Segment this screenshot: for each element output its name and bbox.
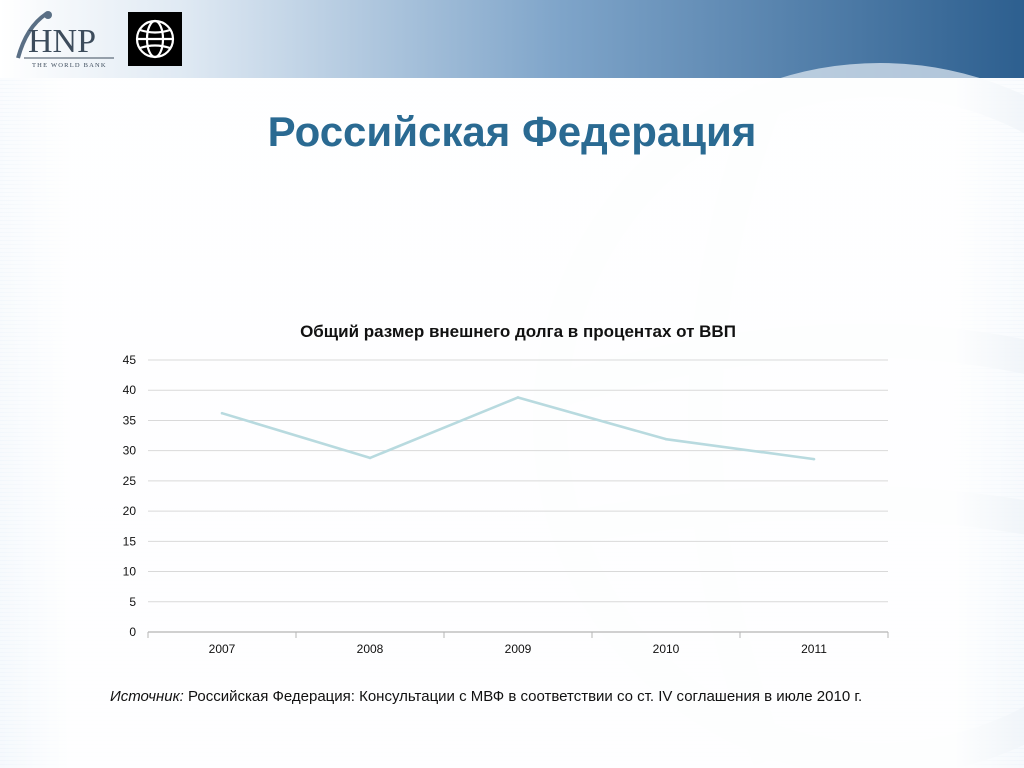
y-axis-tick-labels: 0 5 10 15 20 25 30 35 40 45 [123, 353, 137, 639]
page-title: Российская Федерация [267, 108, 757, 155]
y-tick-label: 40 [123, 383, 137, 397]
chart-title: Общий размер внешнего долга в процентах … [300, 322, 736, 341]
data-point [812, 457, 816, 461]
hnp-logo-text: HNP [28, 23, 96, 60]
x-tick-label: 2009 [505, 642, 532, 656]
y-tick-label: 30 [123, 444, 137, 458]
source-text: Российская Федерация: Консультации с МВФ… [183, 688, 863, 705]
world-bank-logo [128, 12, 182, 66]
y-tick-label: 20 [123, 504, 137, 518]
y-tick-label: 0 [129, 625, 136, 639]
data-point [220, 411, 224, 415]
x-tick-label: 2011 [801, 642, 827, 656]
series-layer [220, 396, 816, 461]
x-axis [147, 631, 889, 638]
hnp-logo: HNP THE WORLD BANK [16, 11, 114, 69]
y-tick-label: 15 [123, 534, 137, 548]
y-tick-label: 25 [123, 474, 137, 488]
content-panel [0, 78, 1024, 768]
source-note: Источник: Российская Федерация: Консульт… [110, 688, 1010, 705]
x-tick-label: 2007 [209, 642, 236, 656]
data-point [516, 396, 520, 399]
x-tick-label: 2008 [357, 642, 384, 656]
x-tick-label: 2010 [653, 642, 680, 656]
globe-icon [135, 19, 175, 59]
x-axis-tick-labels: 2007 2008 2009 2010 2011 [209, 642, 828, 656]
series-line [221, 396, 815, 461]
y-tick-label: 5 [129, 595, 136, 609]
data-point [664, 437, 668, 441]
y-tick-label: 35 [123, 413, 137, 427]
y-tick-label: 10 [123, 565, 137, 579]
source-label: Источник: [110, 688, 184, 705]
y-tick-label: 45 [123, 353, 137, 367]
data-point [368, 456, 372, 460]
gridlines [148, 359, 888, 603]
hnp-logo-tagline: THE WORLD BANK [32, 62, 107, 69]
